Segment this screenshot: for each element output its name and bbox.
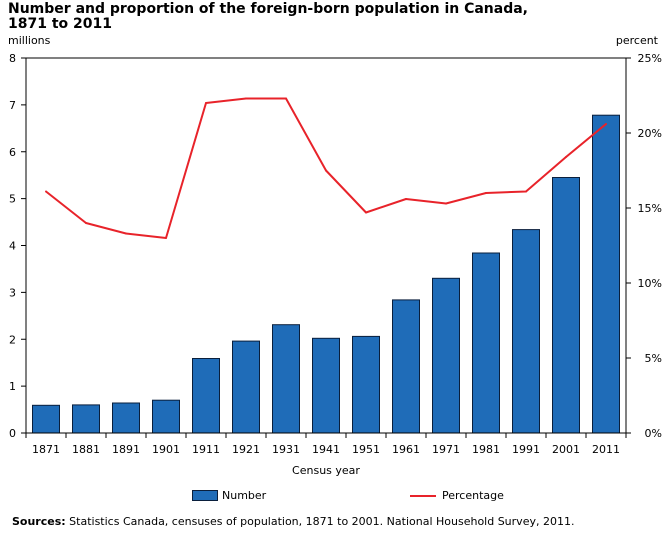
legend-label-percentage: Percentage	[442, 489, 504, 502]
x-tick-label-2011: 2011	[592, 443, 620, 456]
x-tick-label-1961: 1961	[392, 443, 420, 456]
legend-label-number: Number	[222, 489, 267, 502]
bar-1941	[312, 337, 340, 434]
chart-area: 0 1 2 3 4 5 6 7 8 0% 5% 10% 15% 20% 25% 1871 1881 1891 190…	[9, 52, 662, 477]
bar-1901	[152, 399, 180, 434]
bar-1891	[112, 402, 140, 434]
right-tick-label: 5%	[645, 352, 662, 365]
right-axis-unit: percent	[615, 34, 658, 47]
bar-1991	[512, 229, 540, 434]
percentage-point-1951	[365, 211, 367, 214]
legend: Number Percentage	[0, 489, 672, 505]
line-series	[45, 97, 607, 239]
percentage-point-1981	[485, 192, 487, 194]
right-tick-label: 0%	[645, 427, 662, 440]
x-tick-label-1921: 1921	[232, 443, 260, 456]
bar-1881	[72, 404, 100, 434]
chart-title-line-1: Number and proportion of the foreign-bor…	[8, 1, 529, 17]
x-tick-label-1931: 1931	[272, 443, 300, 456]
left-tick-label: 1	[9, 380, 16, 393]
left-tick-label: 4	[9, 240, 16, 253]
x-tick-label-1991: 1991	[512, 443, 540, 456]
percentage-point-1911	[205, 102, 207, 104]
bar-1911	[192, 358, 220, 434]
x-tick-label-1981: 1981	[472, 443, 500, 456]
bar-1951	[352, 335, 380, 434]
right-tick-label: 25%	[638, 52, 662, 65]
percentage-point-1871	[45, 190, 47, 193]
x-axis-label: Census year	[292, 464, 360, 477]
percentage-point-1901	[165, 237, 167, 239]
x-tick-label-1881: 1881	[72, 443, 100, 456]
left-tick-label: 3	[9, 286, 16, 299]
legend-swatch-line	[410, 494, 436, 497]
legend-item-percentage: Percentage	[410, 489, 504, 502]
bar-1961	[392, 299, 420, 434]
percentage-line	[45, 97, 607, 239]
bar-2011	[592, 114, 620, 434]
left-axis-unit: millions	[8, 34, 51, 47]
x-tick-label-1971: 1971	[432, 443, 460, 456]
percentage-point-1921	[245, 97, 247, 100]
percentage-point-1881	[85, 222, 87, 224]
left-tick-label: 8	[9, 52, 16, 65]
bar-2001	[552, 177, 580, 434]
x-tick-label-1891: 1891	[112, 443, 140, 456]
chart-title-line-2: 1871 to 2011	[8, 16, 112, 32]
percentage-point-1931	[285, 97, 287, 100]
bar-1871	[32, 404, 60, 434]
percentage-point-1991	[525, 190, 527, 193]
percentage-point-2011	[605, 123, 607, 125]
legend-swatch-bar	[192, 490, 218, 501]
left-tick-label: 7	[9, 99, 16, 112]
left-tick-label: 5	[9, 193, 16, 206]
x-tick-label-1911: 1911	[192, 443, 220, 456]
left-tick-label: 2	[9, 333, 16, 346]
bar-1921	[232, 340, 260, 434]
x-tick-label-2001: 2001	[552, 443, 580, 456]
right-tick-label: 15%	[638, 202, 662, 215]
right-tick-label: 10%	[638, 277, 662, 290]
left-tick-label: 0	[9, 427, 16, 440]
sources-label: Sources:	[12, 515, 66, 528]
left-tick-label: 6	[9, 146, 16, 159]
axes: 0 1 2 3 4 5 6 7 8 0% 5% 10% 15% 20% 25% 1871 1881 1891 190…	[9, 52, 662, 456]
legend-item-number: Number	[192, 489, 266, 502]
percentage-point-2001	[565, 156, 567, 158]
percentage-point-1961	[405, 198, 407, 200]
percentage-point-1891	[125, 232, 127, 235]
right-tick-label: 20%	[638, 127, 662, 140]
sources-note: Sources: Statistics Canada, censuses of …	[12, 515, 574, 528]
chart-title: Number and proportion of the foreign-bor…	[8, 2, 608, 32]
bar-1931	[272, 324, 300, 434]
x-tick-label-1941: 1941	[312, 443, 340, 456]
percentage-point-1971	[445, 202, 447, 205]
x-tick-label-1951: 1951	[352, 443, 380, 456]
percentage-point-1941	[325, 169, 327, 172]
sources-text: Statistics Canada, censuses of populatio…	[69, 515, 575, 528]
x-tick-label-1901: 1901	[152, 443, 180, 456]
bar-1971	[432, 277, 460, 434]
bar-series	[32, 114, 620, 434]
x-tick-label-1871: 1871	[32, 443, 60, 456]
bar-1981	[472, 252, 500, 434]
